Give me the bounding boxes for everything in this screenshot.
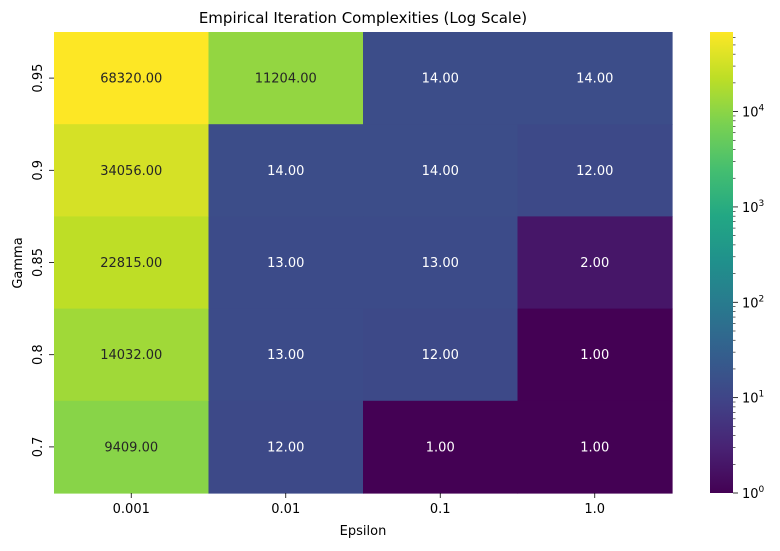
cell-value-label: 12.00 <box>576 164 613 179</box>
colorbar-tick-label: 103 <box>742 199 764 216</box>
cell-value-label: 14.00 <box>576 72 613 87</box>
x-axis-label: Epsilon <box>340 524 387 539</box>
heatmap-cell <box>208 32 364 125</box>
cell-value-label: 1.00 <box>580 348 609 363</box>
colorbar-tick-label: 100 <box>742 485 765 502</box>
cell-value-label: 2.00 <box>580 256 609 271</box>
cell-value-label: 14.00 <box>422 72 459 87</box>
heatmap-cell <box>363 216 519 310</box>
cell-value-label: 14.00 <box>267 164 304 179</box>
heatmap-cell <box>363 124 519 217</box>
heatmap-cell <box>363 32 519 125</box>
x-tick-label: 0.001 <box>113 502 150 517</box>
cell-value-label: 13.00 <box>267 348 304 363</box>
y-tick-label: 0.9 <box>31 160 46 181</box>
y-tick-label: 0.95 <box>31 64 46 93</box>
cell-value-label: 1.00 <box>580 440 609 455</box>
heatmap-cell <box>54 308 210 402</box>
colorbar-tick-label: 101 <box>742 390 764 407</box>
heatmap-cell <box>208 216 364 310</box>
cell-value-label: 12.00 <box>422 348 459 363</box>
cell-value-label: 1.00 <box>426 440 455 455</box>
chart-title: Empirical Iteration Complexities (Log Sc… <box>199 9 527 27</box>
x-tick-label: 1.0 <box>584 502 605 517</box>
heatmap-cell <box>363 308 519 402</box>
cell-value-label: 9409.00 <box>104 440 158 455</box>
colorbar-gradient <box>710 32 733 493</box>
heatmap-cell <box>363 400 519 494</box>
heatmap-cell <box>208 124 364 217</box>
cell-value-label: 12.00 <box>267 440 304 455</box>
heatmap-cell <box>54 400 210 494</box>
cell-value-label: 14032.00 <box>100 348 162 363</box>
y-tick-label: 0.8 <box>31 344 46 365</box>
heatmap-cells: 68320.00 11204.00 14.00 14.00 34056.00 14.00 1… <box>54 32 673 494</box>
y-tick-label: 0.7 <box>31 437 46 458</box>
cell-value-label: 34056.00 <box>100 164 162 179</box>
heatmap-cell <box>517 124 673 217</box>
heatmap-cell <box>517 216 673 310</box>
heatmap-cell <box>208 308 364 402</box>
cell-value-label: 13.00 <box>422 256 459 271</box>
colorbar-tick-label: 102 <box>742 294 764 311</box>
colorbar-tick-label: 104 <box>742 104 765 121</box>
x-tick-label: 0.1 <box>430 502 451 517</box>
cell-value-label: 14.00 <box>422 164 459 179</box>
heatmap-cell <box>54 32 210 125</box>
x-tick-label: 0.01 <box>271 502 300 517</box>
heatmap-cell <box>517 32 673 125</box>
heatmap-cell <box>54 216 210 310</box>
cell-value-label: 22815.00 <box>100 256 162 271</box>
colorbar: 100 101 102 103 104 <box>710 32 765 502</box>
cell-value-label: 68320.00 <box>100 72 162 87</box>
y-axis-ticks: 0.95 0.9 0.85 0.8 0.7 <box>31 64 54 458</box>
y-tick-label: 0.85 <box>31 248 46 277</box>
heatmap-cell <box>54 124 210 217</box>
cell-value-label: 11204.00 <box>255 72 317 87</box>
x-axis-ticks: 0.001 0.01 0.1 1.0 <box>113 493 605 517</box>
heatmap-cell <box>208 400 364 494</box>
cell-value-label: 13.00 <box>267 256 304 271</box>
heatmap-cell <box>517 308 673 402</box>
y-axis-label: Gamma <box>11 237 26 288</box>
heatmap-cell <box>517 400 673 494</box>
